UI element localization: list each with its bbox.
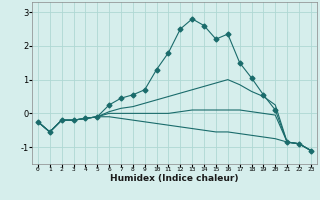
X-axis label: Humidex (Indice chaleur): Humidex (Indice chaleur) (110, 174, 239, 183)
